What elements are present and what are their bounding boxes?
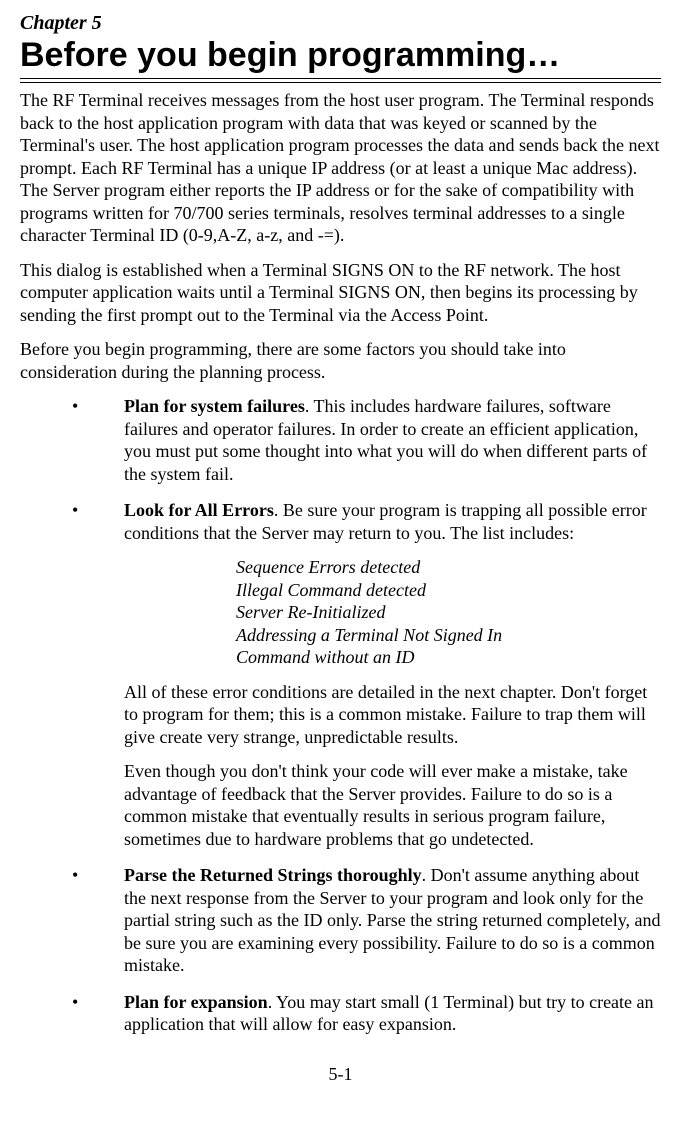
error-item: Illegal Command detected [236,579,661,602]
error-item: Sequence Errors detected [236,556,661,579]
chapter-title: Before you begin programming… [20,37,661,74]
list-item: • Parse the Returned Strings thoroughly.… [20,864,661,977]
bullet-icon: • [20,864,124,887]
bullet-body: Plan for expansion. You may start small … [124,991,661,1036]
page-number: 5-1 [20,1064,661,1085]
list-item: • Look for All Errors. Be sure your prog… [20,499,661,850]
bullet-lead: Plan for expansion [124,992,268,1012]
bullet-body: Plan for system failures. This includes … [124,395,661,485]
error-item: Command without an ID [236,646,661,669]
bullet-body: Parse the Returned Strings thoroughly. D… [124,864,661,977]
bullet-after-text: All of these error conditions are detail… [124,681,661,749]
error-item: Addressing a Terminal Not Signed In [236,624,661,647]
intro-paragraph-2: This dialog is established when a Termin… [20,259,661,327]
list-item: • Plan for system failures. This include… [20,395,661,485]
list-item: • Plan for expansion. You may start smal… [20,991,661,1036]
bullet-icon: • [20,395,124,418]
intro-paragraph-1: The RF Terminal receives messages from t… [20,89,661,247]
bullet-lead: Plan for system failures [124,396,305,416]
bullet-body: Look for All Errors. Be sure your progra… [124,499,661,850]
bullet-after-text: Even though you don't think your code wi… [124,760,661,850]
bullet-icon: • [20,499,124,522]
page-container: Chapter 5 Before you begin programming… … [0,0,681,1105]
bullet-list: • Plan for system failures. This include… [20,395,661,1036]
intro-paragraph-3: Before you begin programming, there are … [20,338,661,383]
bullet-lead: Parse the Returned Strings thoroughly [124,865,422,885]
title-rule [20,78,661,83]
error-item: Server Re-Initialized [236,601,661,624]
bullet-lead: Look for All Errors [124,500,274,520]
chapter-label: Chapter 5 [20,12,661,35]
error-list: Sequence Errors detected Illegal Command… [236,556,661,669]
bullet-icon: • [20,991,124,1014]
